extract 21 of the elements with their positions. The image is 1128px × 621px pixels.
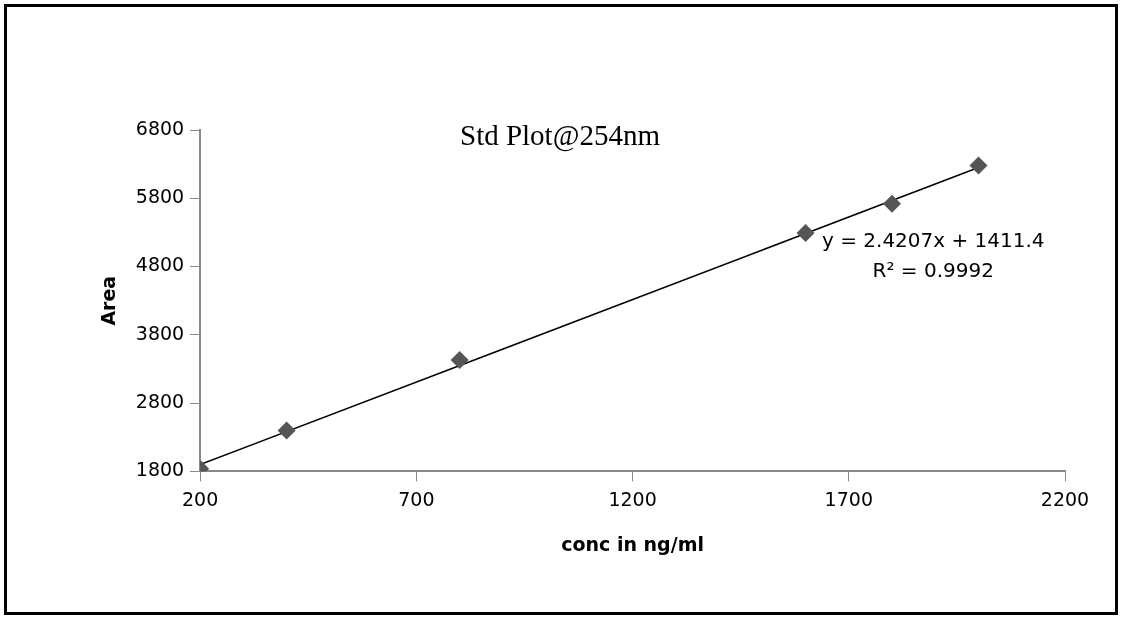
y-tick-label: 5800: [135, 185, 185, 208]
y-tick-label: 3800: [135, 321, 185, 344]
point: [450, 351, 469, 370]
x-tick-label: 1700: [824, 487, 873, 510]
x-tick-label: 200: [182, 487, 219, 510]
x-tick-label: 1200: [608, 487, 657, 510]
x-tick-label: 700: [398, 487, 435, 510]
point: [796, 224, 815, 243]
y-tick-label: 6800: [135, 116, 185, 139]
annotation: R² = 0.9992: [872, 258, 994, 282]
y-tick-label: 2800: [135, 390, 185, 413]
annotation: y = 2.4207x + 1411.4: [822, 228, 1045, 252]
y-tick-label: 1800: [135, 458, 185, 481]
point: [277, 421, 296, 440]
x-tick-label: 2200: [1040, 487, 1090, 510]
y-tick-label: 4800: [135, 253, 185, 276]
y-axis-title: Area: [97, 275, 120, 326]
point: [969, 156, 988, 175]
x-axis-title: conc in ng/ml: [561, 532, 704, 555]
point: [883, 194, 902, 213]
chart-title: Std Plot@254nm: [460, 119, 660, 152]
